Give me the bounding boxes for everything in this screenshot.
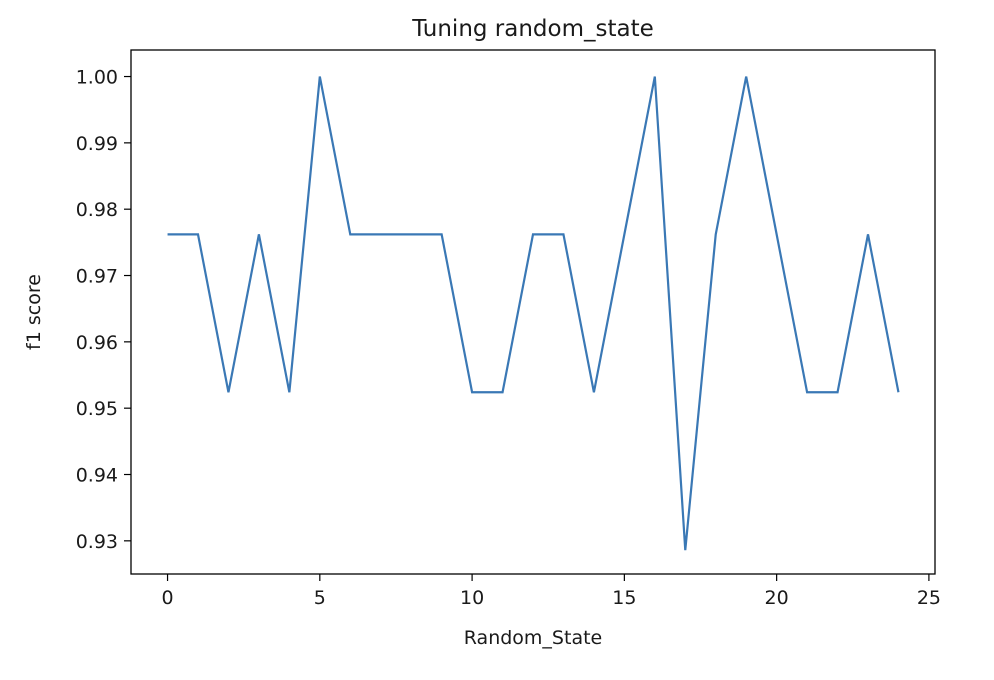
x-tick-label: 20 — [765, 587, 789, 609]
x-tick-label: 15 — [612, 587, 636, 609]
plot-frame — [130, 49, 936, 575]
x-tick-label: 5 — [314, 587, 326, 609]
y-tick-label: 0.97 — [76, 266, 118, 288]
y-axis-label: f1 score — [23, 274, 45, 350]
y-tick-label: 0.93 — [76, 531, 118, 553]
y-tick-label: 0.98 — [76, 199, 118, 221]
y-tick-label: 0.96 — [76, 332, 118, 354]
chart-title: Tuning random_state — [411, 16, 654, 42]
x-axis-label: Random_State — [464, 627, 602, 649]
x-tick-label: 25 — [917, 587, 941, 609]
x-axis-ticks: 0 5 10 15 20 25 — [161, 574, 941, 609]
series-line — [167, 76, 900, 551]
y-axis-ticks: 0.93 0.94 0.95 0.96 0.97 0.98 0.99 1.00 — [76, 67, 131, 553]
x-tick-label: 10 — [460, 587, 484, 609]
y-tick-label: 0.94 — [76, 465, 118, 487]
y-tick-label: 1.00 — [76, 67, 118, 89]
x-tick-label: 0 — [161, 587, 173, 609]
y-tick-label: 0.95 — [76, 398, 118, 420]
y-tick-label: 0.99 — [76, 133, 118, 155]
series-layer — [167, 76, 900, 551]
